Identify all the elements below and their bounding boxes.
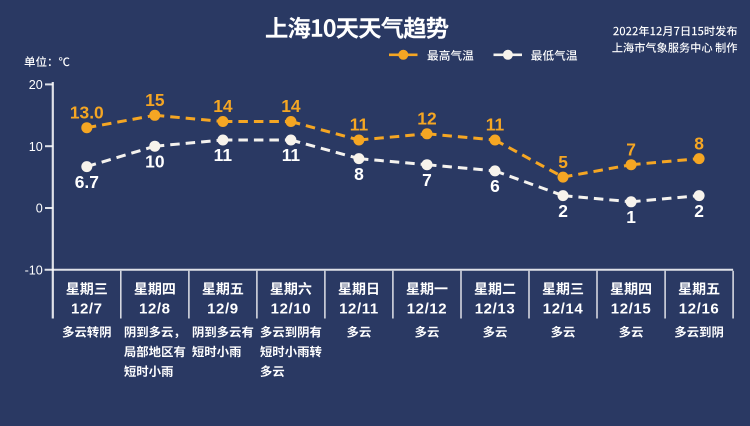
svg-text:8: 8 (694, 133, 704, 153)
svg-text:12/8: 12/8 (139, 301, 171, 318)
svg-text:6.7: 6.7 (75, 172, 99, 192)
svg-text:5: 5 (558, 152, 568, 172)
svg-text:2: 2 (558, 201, 568, 221)
svg-text:10: 10 (145, 151, 164, 171)
svg-text:11: 11 (486, 115, 505, 135)
svg-text:8: 8 (354, 164, 364, 184)
svg-text:13.0: 13.0 (70, 102, 104, 122)
svg-text:7: 7 (626, 139, 636, 159)
svg-text:20: 20 (29, 78, 43, 92)
svg-text:14: 14 (281, 96, 301, 116)
svg-text:12/11: 12/11 (339, 301, 379, 318)
svg-text:1: 1 (626, 207, 636, 227)
svg-text:14: 14 (213, 96, 233, 116)
svg-text:10: 10 (29, 140, 43, 154)
svg-text:12/10: 12/10 (271, 301, 312, 318)
svg-text:0: 0 (36, 202, 43, 216)
svg-text:12/13: 12/13 (475, 301, 516, 318)
svg-text:2: 2 (694, 201, 704, 221)
svg-text:-10: -10 (25, 263, 43, 277)
svg-text:12/9: 12/9 (207, 301, 239, 318)
svg-text:15: 15 (145, 90, 165, 110)
svg-text:12/12: 12/12 (407, 301, 448, 318)
svg-text:12: 12 (417, 109, 436, 129)
svg-text:12/15: 12/15 (611, 301, 652, 318)
svg-text:6: 6 (490, 176, 500, 196)
svg-text:11: 11 (214, 145, 233, 165)
svg-text:12/7: 12/7 (71, 301, 103, 318)
svg-text:11: 11 (282, 145, 301, 165)
svg-text:12/16: 12/16 (679, 301, 720, 318)
svg-text:12/14: 12/14 (543, 301, 584, 318)
svg-text:11: 11 (350, 115, 369, 135)
svg-text:7: 7 (422, 170, 432, 190)
